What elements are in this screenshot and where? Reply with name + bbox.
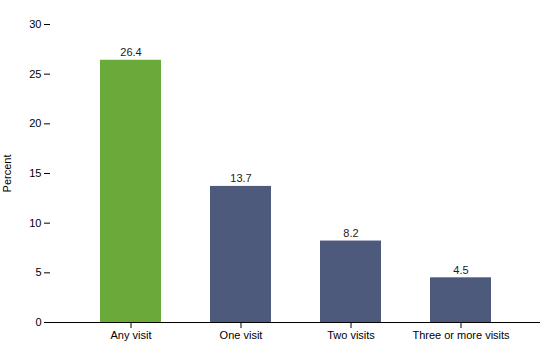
svg-text:5: 5 <box>35 266 41 278</box>
svg-text:4.5: 4.5 <box>453 264 468 276</box>
svg-text:25: 25 <box>29 68 41 80</box>
svg-text:Two visits: Two visits <box>327 329 375 341</box>
svg-text:20: 20 <box>29 117 41 129</box>
svg-text:Any visit: Any visit <box>111 329 152 341</box>
svg-text:30: 30 <box>29 18 41 30</box>
svg-text:15: 15 <box>29 167 41 179</box>
svg-text:Three or more visits: Three or more visits <box>412 329 510 341</box>
svg-text:13.7: 13.7 <box>230 172 251 184</box>
svg-text:One visit: One visit <box>220 329 263 341</box>
svg-text:Percent: Percent <box>1 155 13 193</box>
svg-text:0: 0 <box>35 316 41 328</box>
svg-text:26.4: 26.4 <box>120 46 141 58</box>
svg-text:10: 10 <box>29 217 41 229</box>
svg-text:8.2: 8.2 <box>343 227 358 239</box>
